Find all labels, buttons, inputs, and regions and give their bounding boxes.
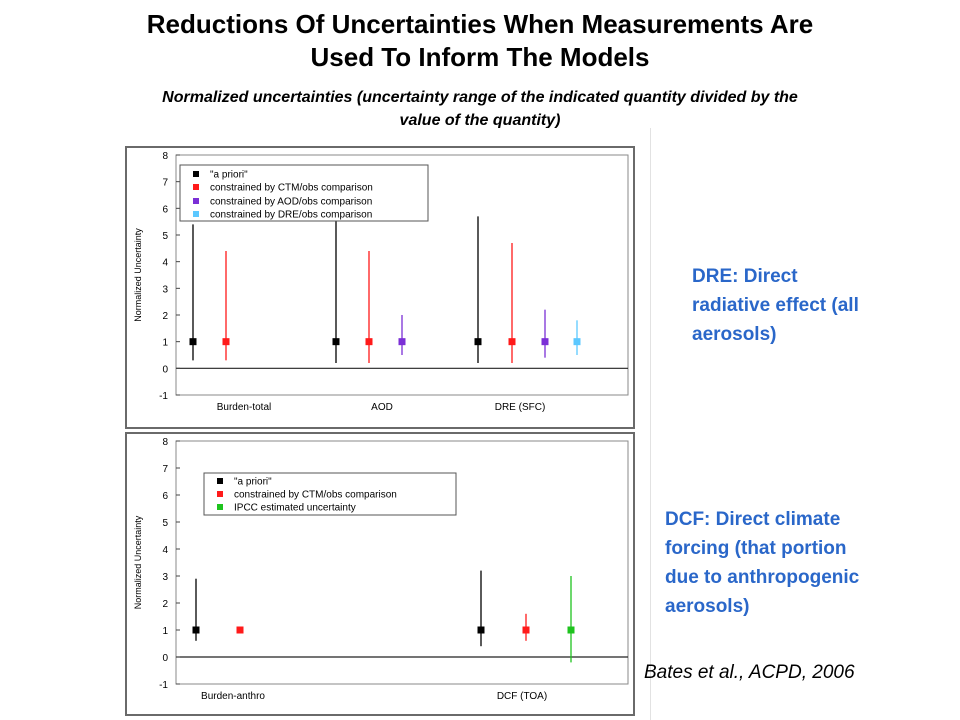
value-marker <box>567 626 575 634</box>
legend-swatch <box>217 504 223 510</box>
dcf-note-line-3: due to anthropogenic <box>665 567 860 588</box>
value-marker <box>332 338 340 346</box>
subtitle-line-1: Normalized uncertainties (uncertainty ra… <box>162 89 798 106</box>
value-marker <box>365 338 373 346</box>
dcf-note-line-4: aerosols) <box>665 596 750 617</box>
y-tick-label: 0 <box>162 364 168 375</box>
legend-box <box>179 164 429 222</box>
value-marker <box>508 338 516 346</box>
legend-entry-label: "a priori" <box>234 477 272 488</box>
y-tick-label: -1 <box>159 680 168 691</box>
citation: Bates et al., ACPD, 2006 <box>644 662 855 683</box>
legend-entry-label: constrained by AOD/obs comparison <box>210 197 372 208</box>
page-subtitle: Normalized uncertainties (uncertainty ra… <box>30 86 930 132</box>
y-tick-label: -1 <box>159 391 168 402</box>
y-tick-label: 5 <box>162 518 168 529</box>
y-tick-label: 6 <box>162 491 168 502</box>
legend-swatch <box>217 478 223 484</box>
y-tick-label: 7 <box>162 464 168 475</box>
dre-note-line-3: aerosols) <box>692 324 777 345</box>
y-tick-label: 3 <box>162 572 168 583</box>
y-tick-label: 1 <box>162 626 168 637</box>
dre-note-line-1: DRE: Direct <box>692 266 798 287</box>
y-tick-label: 5 <box>162 231 168 242</box>
title-line-1: Reductions Of Uncertainties When Measure… <box>146 9 814 39</box>
legend-swatch <box>193 184 199 190</box>
legend-swatch <box>193 198 199 204</box>
legend-entry-label: constrained by DRE/obs comparison <box>210 210 372 221</box>
legend-swatch <box>193 171 199 177</box>
value-marker <box>222 338 230 346</box>
y-tick-label: 2 <box>162 599 168 610</box>
legend-box <box>203 472 457 516</box>
x-category-label: DCF (TOA) <box>497 691 547 702</box>
y-tick-label: 3 <box>162 284 168 295</box>
title-line-2: Used To Inform The Models <box>310 42 650 72</box>
y-tick-label: 8 <box>162 437 168 448</box>
value-marker <box>522 626 530 634</box>
legend-entry-label: IPCC estimated uncertainty <box>234 503 356 514</box>
legend-entry-label: "a priori" <box>210 170 248 181</box>
y-axis-label: Normalized Uncertainty <box>133 228 143 322</box>
plot-area-1 <box>175 154 629 396</box>
y-tick-label: 8 <box>162 151 168 162</box>
value-marker <box>189 338 197 346</box>
legend-swatch <box>217 491 223 497</box>
x-category-label: Burden-total <box>217 402 271 413</box>
y-tick-label: 1 <box>162 338 168 349</box>
y-tick-label: 4 <box>162 258 168 269</box>
y-tick-label: 0 <box>162 653 168 664</box>
legend-entry-label: constrained by CTM/obs comparison <box>234 490 397 501</box>
value-marker <box>541 338 549 346</box>
y-tick-label: 4 <box>162 545 168 556</box>
value-marker <box>474 338 482 346</box>
x-category-label: AOD <box>371 402 393 413</box>
y-axis-label: Normalized Uncertainty <box>133 515 143 609</box>
page-title: Reductions Of Uncertainties When Measure… <box>0 8 960 74</box>
y-tick-label: 2 <box>162 311 168 322</box>
value-marker <box>573 338 581 346</box>
x-category-label: DRE (SFC) <box>495 402 546 413</box>
dcf-definition-note: DCF: Direct climate forcing (that portio… <box>665 505 859 621</box>
y-tick-label: 6 <box>162 204 168 215</box>
x-category-label: Burden-anthro <box>201 691 265 702</box>
dcf-note-line-2: forcing (that portion <box>665 538 847 559</box>
dcf-note-line-1: DCF: Direct climate <box>665 509 841 530</box>
y-tick-label: 7 <box>162 178 168 189</box>
legend-swatch <box>193 211 199 217</box>
dre-note-line-2: radiative effect (all <box>692 295 859 316</box>
dre-definition-note: DRE: Direct radiative effect (all aeroso… <box>692 262 859 349</box>
value-marker <box>192 626 200 634</box>
value-marker <box>398 338 406 346</box>
value-marker <box>236 626 244 634</box>
legend-entry-label: constrained by CTM/obs comparison <box>210 183 373 194</box>
plot-area-2 <box>175 440 629 685</box>
value-marker <box>477 626 485 634</box>
subtitle-line-2: value of the quantity) <box>399 112 561 129</box>
